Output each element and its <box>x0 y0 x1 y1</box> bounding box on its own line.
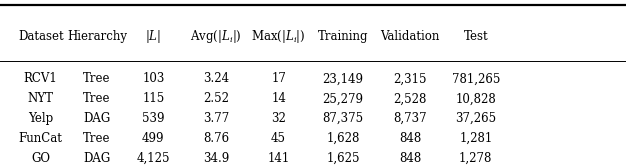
Text: 87,375: 87,375 <box>322 112 364 125</box>
Text: Hierarchy: Hierarchy <box>67 30 127 43</box>
Text: DAG: DAG <box>83 112 111 125</box>
Text: 3.24: 3.24 <box>203 72 229 85</box>
Text: 23,149: 23,149 <box>322 72 364 85</box>
Text: Tree: Tree <box>83 72 111 85</box>
Text: 17: 17 <box>271 72 286 85</box>
Text: 1,628: 1,628 <box>326 132 360 145</box>
Text: 1,625: 1,625 <box>326 152 360 165</box>
Text: Max$(|L_i|)$: Max$(|L_i|)$ <box>251 28 306 45</box>
Text: FunCat: FunCat <box>19 132 63 145</box>
Text: 539: 539 <box>142 112 165 125</box>
Text: 1,281: 1,281 <box>459 132 493 145</box>
Text: 32: 32 <box>271 112 286 125</box>
Text: 1,278: 1,278 <box>459 152 493 165</box>
Text: 8,737: 8,737 <box>393 112 427 125</box>
Text: 781,265: 781,265 <box>451 72 500 85</box>
Text: 10,828: 10,828 <box>455 92 496 105</box>
Text: 848: 848 <box>399 132 421 145</box>
Text: 3.77: 3.77 <box>203 112 229 125</box>
Text: $|L|$: $|L|$ <box>145 28 162 45</box>
Text: 848: 848 <box>399 152 421 165</box>
Text: Tree: Tree <box>83 92 111 105</box>
Text: Training: Training <box>318 30 368 43</box>
Text: 141: 141 <box>267 152 290 165</box>
Text: NYT: NYT <box>28 92 54 105</box>
Text: 45: 45 <box>271 132 286 145</box>
Text: 34.9: 34.9 <box>203 152 229 165</box>
Text: DAG: DAG <box>83 152 111 165</box>
Text: 25,279: 25,279 <box>322 92 364 105</box>
Text: Yelp: Yelp <box>28 112 53 125</box>
Text: 499: 499 <box>142 132 165 145</box>
Text: 2,315: 2,315 <box>393 72 427 85</box>
Text: 14: 14 <box>271 92 286 105</box>
Text: Dataset: Dataset <box>18 30 63 43</box>
Text: Validation: Validation <box>381 30 439 43</box>
Text: Test: Test <box>463 30 488 43</box>
Text: Avg$(|L_i|)$: Avg$(|L_i|)$ <box>190 28 242 45</box>
Text: 4,125: 4,125 <box>136 152 170 165</box>
Text: 2,528: 2,528 <box>393 92 427 105</box>
Text: RCV1: RCV1 <box>24 72 58 85</box>
Text: 115: 115 <box>142 92 165 105</box>
Text: 8.76: 8.76 <box>203 132 229 145</box>
Text: 103: 103 <box>142 72 165 85</box>
Text: GO: GO <box>31 152 50 165</box>
Text: 37,265: 37,265 <box>455 112 496 125</box>
Text: 2.52: 2.52 <box>203 92 229 105</box>
Text: Tree: Tree <box>83 132 111 145</box>
